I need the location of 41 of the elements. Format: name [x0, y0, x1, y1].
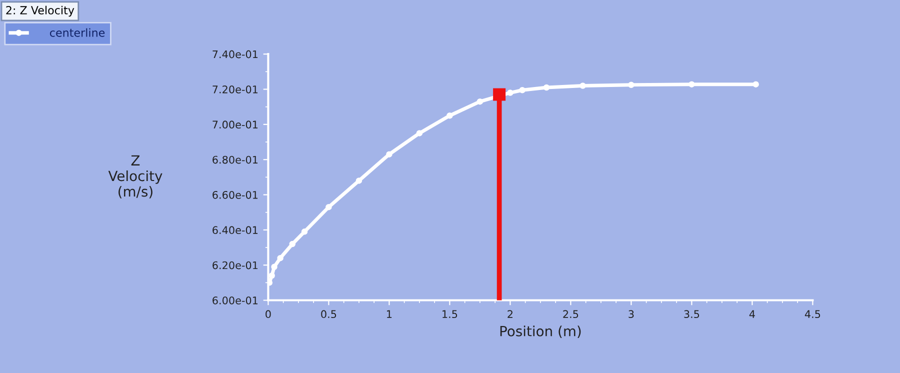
point	[580, 82, 586, 89]
y-tick-label: 6.80e-01	[212, 156, 258, 164]
x-tick-label: 2	[508, 310, 512, 318]
point	[326, 204, 332, 210]
x-tick-label: 3	[628, 310, 634, 318]
x-tick-label: 0.5	[321, 310, 336, 318]
x-tick-label: 1	[387, 310, 392, 318]
point	[268, 272, 275, 279]
legend-label: centerline	[50, 28, 105, 37]
point	[271, 264, 278, 270]
text: 2: Z Velocity	[6, 6, 74, 17]
point	[476, 98, 484, 105]
point	[628, 82, 634, 88]
point	[688, 81, 695, 88]
point	[752, 81, 759, 88]
point	[519, 87, 526, 94]
x-tick-label: 4.5	[804, 310, 820, 318]
point	[356, 178, 362, 184]
point	[289, 240, 296, 248]
y-tick-label: 7.00e-01	[212, 120, 258, 129]
y-tick-label: 7.20e-01	[212, 85, 258, 94]
x-axis-title: Position (m)	[500, 326, 581, 338]
x-tick-label: 0	[266, 310, 271, 318]
y-axis-title: Z Velocity (m/s)	[108, 155, 162, 198]
point	[301, 228, 308, 235]
x-tick-label: 3.5	[684, 310, 700, 318]
x-tick-label: 4	[749, 310, 755, 318]
y-tick-label: 6.40e-01	[212, 226, 258, 234]
y-tick-label: 7.40e-01	[212, 50, 258, 58]
y-tick-label: 6.20e-01	[212, 261, 258, 270]
y-tick-label: 6.60e-01	[212, 190, 258, 199]
point	[493, 88, 506, 101]
point	[507, 90, 514, 96]
point	[277, 254, 284, 262]
point	[446, 112, 453, 119]
point	[543, 84, 550, 91]
x-tick-label: 1.5	[442, 310, 458, 318]
point	[416, 130, 423, 136]
y-tick-label: 6.00e-01	[212, 296, 258, 304]
x-tick-label: 2.5	[563, 310, 578, 318]
point	[386, 151, 392, 158]
